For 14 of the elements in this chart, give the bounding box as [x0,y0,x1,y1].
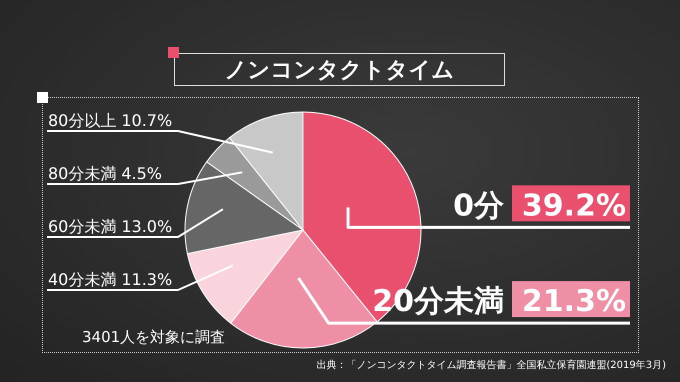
data-label: 21.3% [522,284,626,320]
slice-label: 60分未満 [48,217,116,236]
text: 3401人を対象に調査 [82,328,226,347]
data-label: 13.0% [121,217,172,236]
chart-title: ノンコンタクトタイム [224,56,454,84]
slice-label: 80分以上 [48,111,116,130]
source-note: 出典：「ノンコンタクトタイム調査報告書」全国私立保育園連盟(2019年3月) [316,358,666,372]
data-label: 4.5% [121,164,162,183]
slice-label: 80分未満 [48,164,116,183]
data-label: 39.2% [522,188,626,224]
slice-label: 0分 [453,188,504,224]
data-label: 10.7% [121,111,172,130]
data-label: 11.3% [121,270,172,289]
slice-label: 40分未満 [48,270,116,289]
